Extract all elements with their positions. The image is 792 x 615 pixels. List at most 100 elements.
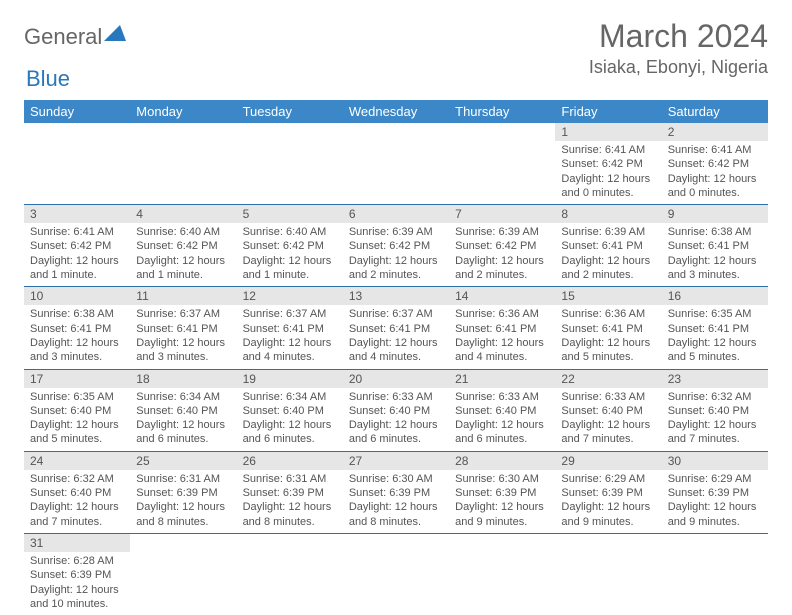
weekday-header: Tuesday bbox=[237, 100, 343, 123]
day-number: 14 bbox=[449, 287, 555, 305]
calendar-cell: 6 Sunrise: 6:39 AMSunset: 6:42 PMDaylight… bbox=[343, 205, 449, 287]
day-number: 11 bbox=[130, 287, 236, 305]
calendar-cell: 17Sunrise: 6:35 AMSunset: 6:40 PMDayligh… bbox=[24, 369, 130, 451]
calendar-cell: 10Sunrise: 6:38 AMSunset: 6:41 PMDayligh… bbox=[24, 287, 130, 369]
sunrise-text: Sunrise: 6:41 AM bbox=[561, 143, 655, 157]
daylight-text: Daylight: 12 hours and 4 minutes. bbox=[455, 336, 549, 365]
daylight-text: Daylight: 12 hours and 9 minutes. bbox=[455, 500, 549, 529]
calendar-cell: 2Sunrise: 6:41 AMSunset: 6:42 PMDaylight… bbox=[662, 123, 768, 205]
sunset-text: Sunset: 6:42 PM bbox=[561, 157, 655, 171]
day-number: 13 bbox=[343, 287, 449, 305]
logo-text-blue: Blue bbox=[26, 66, 70, 91]
weekday-header-row: SundayMondayTuesdayWednesdayThursdayFrid… bbox=[24, 100, 768, 123]
location-text: Isiaka, Ebonyi, Nigeria bbox=[589, 57, 768, 78]
day-details: Sunrise: 6:39 AMSunset: 6:42 PMDaylight:… bbox=[449, 223, 555, 286]
calendar-cell: 12Sunrise: 6:37 AMSunset: 6:41 PMDayligh… bbox=[237, 287, 343, 369]
day-number: 9 bbox=[662, 205, 768, 223]
sunset-text: Sunset: 6:40 PM bbox=[136, 404, 230, 418]
calendar-cell bbox=[130, 123, 236, 205]
calendar-cell: 29Sunrise: 6:29 AMSunset: 6:39 PMDayligh… bbox=[555, 451, 661, 533]
day-details: Sunrise: 6:37 AMSunset: 6:41 PMDaylight:… bbox=[130, 305, 236, 368]
calendar-cell: 20Sunrise: 6:33 AMSunset: 6:40 PMDayligh… bbox=[343, 369, 449, 451]
sunrise-text: Sunrise: 6:37 AM bbox=[349, 307, 443, 321]
daylight-text: Daylight: 12 hours and 6 minutes. bbox=[243, 418, 337, 447]
day-details: Sunrise: 6:36 AMSunset: 6:41 PMDaylight:… bbox=[555, 305, 661, 368]
calendar-cell bbox=[237, 123, 343, 205]
sunset-text: Sunset: 6:40 PM bbox=[668, 404, 762, 418]
day-number: 27 bbox=[343, 452, 449, 470]
day-number: 17 bbox=[24, 370, 130, 388]
sunrise-text: Sunrise: 6:37 AM bbox=[136, 307, 230, 321]
day-number: 30 bbox=[662, 452, 768, 470]
day-number: 16 bbox=[662, 287, 768, 305]
sunset-text: Sunset: 6:42 PM bbox=[136, 239, 230, 253]
day-number: 25 bbox=[130, 452, 236, 470]
sunrise-text: Sunrise: 6:30 AM bbox=[349, 472, 443, 486]
daylight-text: Daylight: 12 hours and 6 minutes. bbox=[349, 418, 443, 447]
sunrise-text: Sunrise: 6:32 AM bbox=[30, 472, 124, 486]
daylight-text: Daylight: 12 hours and 1 minute. bbox=[243, 254, 337, 283]
weekday-header: Monday bbox=[130, 100, 236, 123]
day-number: 21 bbox=[449, 370, 555, 388]
daylight-text: Daylight: 12 hours and 3 minutes. bbox=[136, 336, 230, 365]
day-details: Sunrise: 6:36 AMSunset: 6:41 PMDaylight:… bbox=[449, 305, 555, 368]
calendar-cell: 8Sunrise: 6:39 AMSunset: 6:41 PMDaylight… bbox=[555, 205, 661, 287]
sunrise-text: Sunrise: 6:39 AM bbox=[349, 225, 443, 239]
daylight-text: Daylight: 12 hours and 2 minutes. bbox=[455, 254, 549, 283]
day-details: Sunrise: 6:33 AMSunset: 6:40 PMDaylight:… bbox=[555, 388, 661, 451]
calendar-cell: 24Sunrise: 6:32 AMSunset: 6:40 PMDayligh… bbox=[24, 451, 130, 533]
day-details: Sunrise: 6:35 AMSunset: 6:41 PMDaylight:… bbox=[662, 305, 768, 368]
sunrise-text: Sunrise: 6:33 AM bbox=[349, 390, 443, 404]
day-number: 31 bbox=[24, 534, 130, 552]
calendar-cell: 13Sunrise: 6:37 AMSunset: 6:41 PMDayligh… bbox=[343, 287, 449, 369]
sunset-text: Sunset: 6:40 PM bbox=[30, 486, 124, 500]
day-number: 18 bbox=[130, 370, 236, 388]
day-details: Sunrise: 6:38 AMSunset: 6:41 PMDaylight:… bbox=[662, 223, 768, 286]
sunset-text: Sunset: 6:41 PM bbox=[349, 322, 443, 336]
calendar-cell: 27Sunrise: 6:30 AMSunset: 6:39 PMDayligh… bbox=[343, 451, 449, 533]
daylight-text: Daylight: 12 hours and 4 minutes. bbox=[243, 336, 337, 365]
day-details: Sunrise: 6:30 AMSunset: 6:39 PMDaylight:… bbox=[343, 470, 449, 533]
day-details: Sunrise: 6:31 AMSunset: 6:39 PMDaylight:… bbox=[130, 470, 236, 533]
calendar-cell: 18Sunrise: 6:34 AMSunset: 6:40 PMDayligh… bbox=[130, 369, 236, 451]
calendar-row: 24Sunrise: 6:32 AMSunset: 6:40 PMDayligh… bbox=[24, 451, 768, 533]
day-details: Sunrise: 6:39 AMSunset: 6:41 PMDaylight:… bbox=[555, 223, 661, 286]
day-number: 6 bbox=[343, 205, 449, 223]
sunset-text: Sunset: 6:41 PM bbox=[561, 322, 655, 336]
calendar-cell: 1Sunrise: 6:41 AMSunset: 6:42 PMDaylight… bbox=[555, 123, 661, 205]
day-number: 7 bbox=[449, 205, 555, 223]
daylight-text: Daylight: 12 hours and 2 minutes. bbox=[349, 254, 443, 283]
daylight-text: Daylight: 12 hours and 8 minutes. bbox=[243, 500, 337, 529]
sunset-text: Sunset: 6:41 PM bbox=[455, 322, 549, 336]
sunset-text: Sunset: 6:41 PM bbox=[243, 322, 337, 336]
daylight-text: Daylight: 12 hours and 6 minutes. bbox=[455, 418, 549, 447]
sunrise-text: Sunrise: 6:39 AM bbox=[561, 225, 655, 239]
calendar-cell bbox=[343, 533, 449, 615]
daylight-text: Daylight: 12 hours and 5 minutes. bbox=[30, 418, 124, 447]
calendar-row: 1Sunrise: 6:41 AMSunset: 6:42 PMDaylight… bbox=[24, 123, 768, 205]
sunrise-text: Sunrise: 6:38 AM bbox=[668, 225, 762, 239]
sunset-text: Sunset: 6:39 PM bbox=[668, 486, 762, 500]
weekday-header: Thursday bbox=[449, 100, 555, 123]
day-number: 28 bbox=[449, 452, 555, 470]
sunrise-text: Sunrise: 6:36 AM bbox=[561, 307, 655, 321]
day-number: 4 bbox=[130, 205, 236, 223]
day-details: Sunrise: 6:40 AMSunset: 6:42 PMDaylight:… bbox=[237, 223, 343, 286]
calendar-cell: 21Sunrise: 6:33 AMSunset: 6:40 PMDayligh… bbox=[449, 369, 555, 451]
calendar-cell: 7Sunrise: 6:39 AMSunset: 6:42 PMDaylight… bbox=[449, 205, 555, 287]
day-details: Sunrise: 6:29 AMSunset: 6:39 PMDaylight:… bbox=[662, 470, 768, 533]
calendar-cell bbox=[449, 123, 555, 205]
calendar-row: 3Sunrise: 6:41 AMSunset: 6:42 PMDaylight… bbox=[24, 205, 768, 287]
day-number: 22 bbox=[555, 370, 661, 388]
day-details: Sunrise: 6:40 AMSunset: 6:42 PMDaylight:… bbox=[130, 223, 236, 286]
daylight-text: Daylight: 12 hours and 5 minutes. bbox=[668, 336, 762, 365]
calendar-table: SundayMondayTuesdayWednesdayThursdayFrid… bbox=[24, 100, 768, 615]
sunset-text: Sunset: 6:42 PM bbox=[349, 239, 443, 253]
calendar-cell bbox=[662, 533, 768, 615]
logo-text-general: General bbox=[24, 24, 102, 50]
daylight-text: Daylight: 12 hours and 7 minutes. bbox=[561, 418, 655, 447]
daylight-text: Daylight: 12 hours and 0 minutes. bbox=[561, 172, 655, 201]
page-title: March 2024 bbox=[589, 18, 768, 55]
daylight-text: Daylight: 12 hours and 5 minutes. bbox=[561, 336, 655, 365]
daylight-text: Daylight: 12 hours and 3 minutes. bbox=[668, 254, 762, 283]
